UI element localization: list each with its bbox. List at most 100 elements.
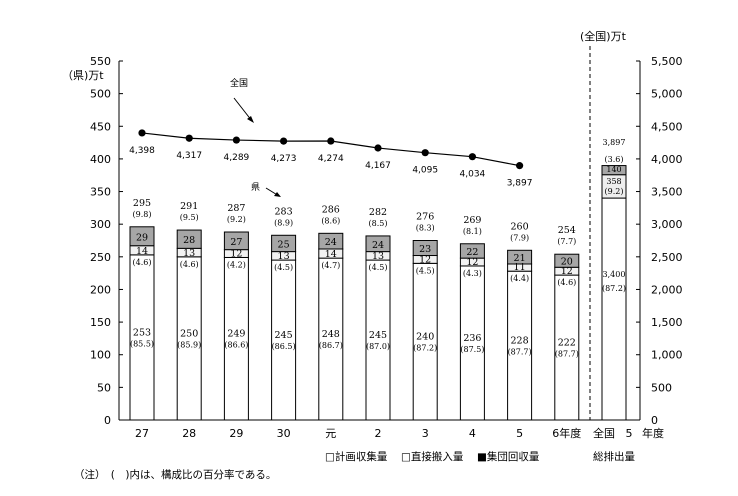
total-value-label: 282 (369, 207, 387, 218)
total-value-label: 295 (133, 198, 151, 209)
bar-planned (365, 259, 391, 421)
group-value-label: 20 (561, 257, 573, 268)
national-line-label: 4,317 (176, 151, 202, 161)
direct-value-label: 12 (466, 257, 478, 268)
direct-value-label: 14 (325, 249, 337, 260)
x-category-label: 2 (375, 427, 382, 440)
x-category-label: 28 (182, 427, 196, 440)
planned-value-label: 240 (416, 332, 434, 343)
national-line-point (374, 144, 382, 152)
national-sublabel: 総排出量 (593, 450, 635, 463)
group-value-label: 27 (230, 237, 242, 248)
left-tick-label: 150 (90, 316, 111, 329)
right-tick-label: 2,500 (651, 251, 683, 264)
footnote: （注） ( )内は、構成比の百分率である。 (74, 468, 276, 481)
planned-percent-label: (85.5) (130, 339, 154, 348)
planned-value-label: 248 (322, 329, 340, 340)
legend-item: □計画収集量 (325, 450, 388, 463)
right-tick-label: 3,500 (651, 186, 683, 199)
bar-planned (176, 256, 202, 421)
group-value-label: 21 (514, 253, 526, 264)
planned-percent-label: (85.9) (177, 340, 201, 349)
group-percent-label: (7.9) (510, 233, 529, 242)
planned-percent-label: (86.6) (224, 341, 248, 350)
planned-value-label: 236 (463, 333, 481, 344)
national-line-label: 3,897 (507, 179, 533, 189)
planned-value-label: 222 (558, 338, 576, 349)
national-line-point (280, 137, 288, 145)
direct-percent-label: (4.7) (321, 261, 340, 270)
direct-percent-label: (4.2) (227, 260, 246, 269)
bar-group (176, 229, 202, 249)
planned-percent-label: (86.7) (319, 341, 343, 350)
left-tick-label: 300 (90, 218, 111, 231)
right-tick-label: 1,000 (651, 349, 683, 362)
direct-percent-label: (4.6) (557, 278, 576, 287)
total-value-label: 276 (416, 212, 434, 223)
direct-value-label: 12 (230, 248, 242, 259)
direct-value-label: 13 (183, 248, 195, 259)
national-line-point (516, 162, 524, 170)
right-tick-label: 5,500 (651, 55, 683, 68)
direct-percent-label: (4.4) (510, 274, 529, 283)
planned-percent-label: (87.7) (555, 350, 579, 359)
total-value-label: 260 (511, 221, 529, 232)
national-line-label: 4,167 (365, 161, 391, 171)
left-tick-label: 400 (90, 153, 111, 166)
x-category-label: 30 (277, 427, 291, 440)
national-line-point (138, 129, 146, 137)
national-bar-group (601, 165, 627, 176)
left-tick-label: 550 (90, 55, 111, 68)
left-tick-label: 250 (90, 251, 111, 264)
direct-percent-label: (4.5) (416, 266, 435, 275)
planned-value-label: 245 (275, 330, 293, 341)
planned-percent-label: (87.2) (413, 344, 437, 353)
x-category-label: 27 (135, 427, 149, 440)
national-line-label: 4,274 (318, 154, 344, 164)
left-tick-label: 100 (90, 349, 111, 362)
direct-percent-label: (4.6) (133, 258, 152, 267)
planned-percent-label: (87.0) (366, 342, 390, 351)
left-tick-label: 200 (90, 283, 111, 296)
x-category-label: 6年度 (552, 426, 581, 440)
right-tick-label: 1,500 (651, 316, 683, 329)
right-tick-label: 4,000 (651, 153, 683, 166)
x-category-national-unit: 年度 (642, 426, 664, 440)
national-group-value: 140 (606, 165, 621, 174)
bar-group (412, 240, 438, 257)
x-category-national-year: 5 (626, 427, 633, 440)
national-line-label: 4,289 (224, 153, 250, 163)
planned-value-label: 228 (511, 336, 529, 347)
total-value-label: 286 (322, 204, 340, 215)
group-value-label: 28 (183, 235, 195, 246)
national-line-point (468, 153, 476, 161)
x-category-label: 29 (229, 427, 243, 440)
planned-value-label: 250 (180, 328, 198, 339)
x-category-label: 5 (516, 427, 523, 440)
left-tick-label: 50 (97, 381, 111, 394)
x-category-label: 元 (325, 427, 336, 440)
national-arrow-head (247, 116, 254, 123)
group-percent-label: (8.6) (321, 216, 340, 225)
group-percent-label: (8.5) (369, 219, 388, 228)
x-category-national: 全国 (593, 426, 615, 440)
left-tick-label: 350 (90, 186, 111, 199)
planned-percent-label: (87.5) (460, 345, 484, 354)
bar-planned (223, 256, 249, 421)
direct-value-label: 13 (372, 251, 384, 262)
right-tick-label: 5,000 (651, 88, 683, 101)
national-line-point (327, 137, 335, 145)
direct-value-label: 12 (419, 254, 431, 265)
pref-arrow-head (274, 192, 281, 197)
national-group-percent: (3.6) (605, 155, 624, 164)
group-value-label: 23 (419, 244, 431, 255)
total-value-label: 291 (180, 201, 198, 212)
right-tick-label: 500 (651, 381, 672, 394)
planned-value-label: 253 (133, 327, 151, 338)
national-direct-value: 358 (606, 177, 621, 186)
national-planned-value: 3,400 (603, 270, 626, 279)
national-total-value: 3,897 (603, 138, 626, 147)
national-arrow (233, 97, 253, 122)
group-value-label: 24 (372, 240, 384, 251)
